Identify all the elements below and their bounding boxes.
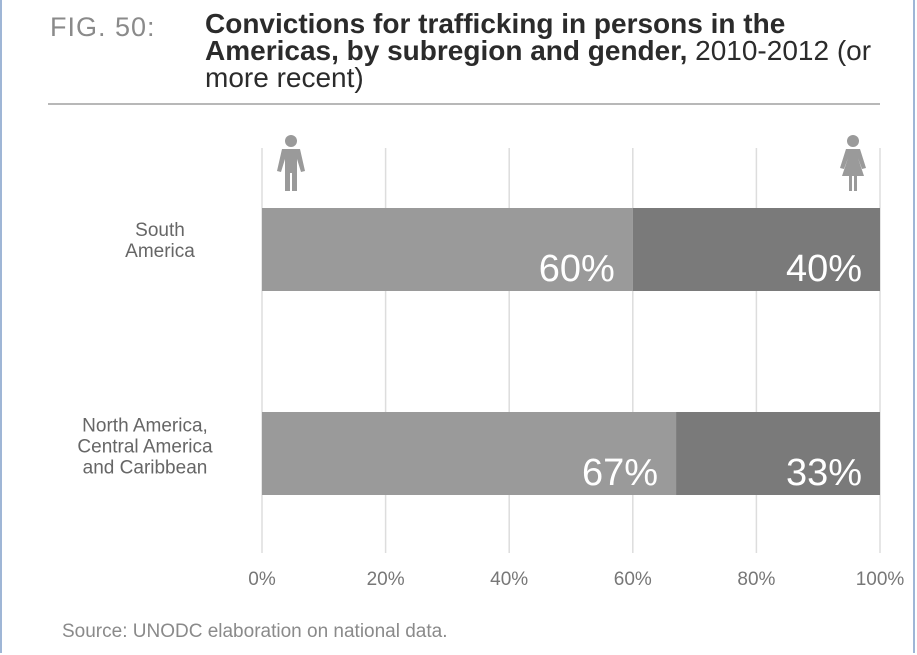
bar-segment-1-1	[676, 412, 880, 495]
bar-value-label-0-1: 40%	[786, 248, 862, 290]
x-tick-label-2: 40%	[490, 569, 528, 590]
female-figure-icon	[840, 135, 866, 191]
chart-title-main: Convictions for trafficking in persons i…	[205, 8, 786, 66]
chart-title-period: 2010-2012 (or more recent)	[205, 35, 872, 93]
x-tick-label-3: 60%	[614, 569, 652, 590]
category-label-0: South America	[125, 220, 195, 262]
figure-number: FIG. 50:	[50, 12, 156, 42]
category-label-1: North America, Central America and Caribbe…	[77, 416, 213, 479]
x-tick-label-1: 20%	[367, 569, 405, 590]
source-note: Source: UNODC elaboration on national da…	[62, 621, 448, 642]
x-tick-label-0: 0%	[248, 569, 276, 590]
title-divider	[48, 103, 880, 105]
x-tick-label-5: 100%	[856, 569, 905, 590]
chart-title: Convictions for trafficking in persons i…	[205, 8, 895, 93]
bar-segment-0-0	[262, 208, 633, 291]
x-tick-label-4: 80%	[737, 569, 775, 590]
bar-segment-0-1	[632, 208, 880, 291]
bar-value-label-0-0: 60%	[539, 248, 615, 290]
stacked-bar-chart: 60% 40% South America 67% 33% North America, Ce…	[77, 135, 905, 590]
bar-value-label-1-1: 33%	[786, 452, 862, 494]
bar-segment-1-0	[262, 412, 677, 495]
male-figure-icon	[277, 135, 305, 191]
bar-value-label-1-0: 67%	[582, 452, 658, 494]
